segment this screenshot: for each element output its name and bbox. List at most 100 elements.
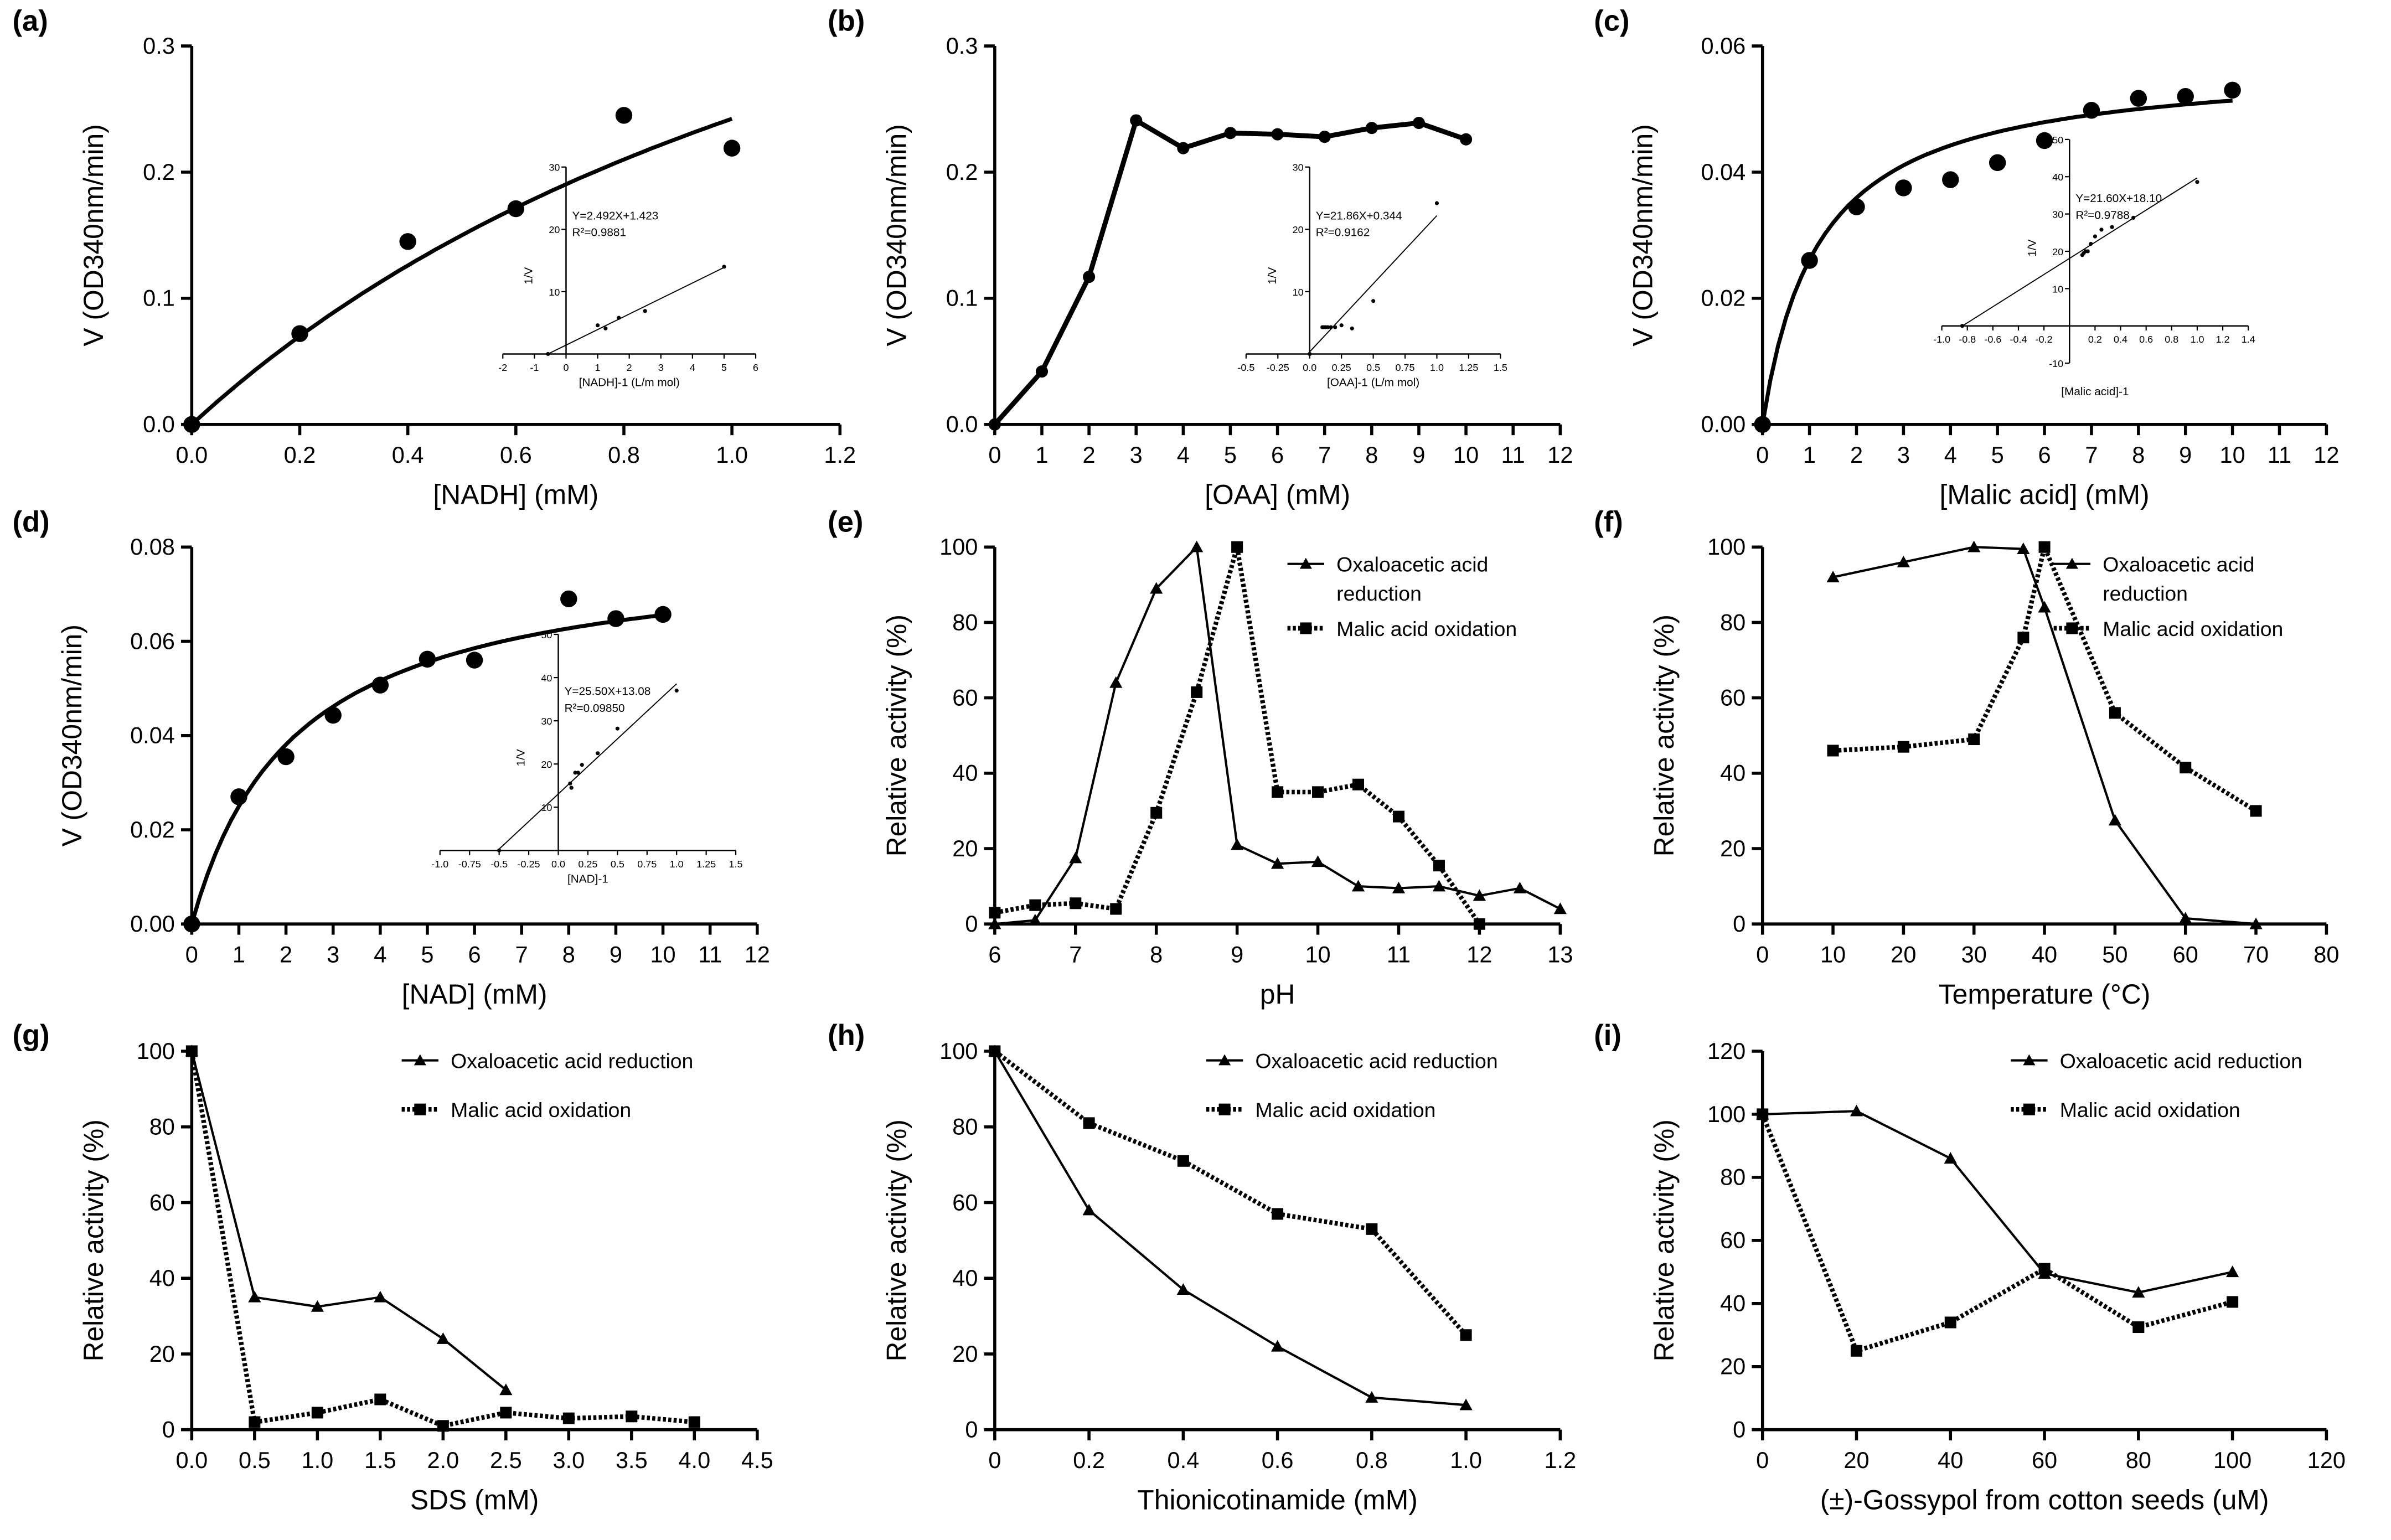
square-marker	[1029, 899, 1041, 911]
series-malic-acid-oxidation	[1827, 539, 2262, 817]
data-point	[2036, 132, 2053, 149]
y-tick-label: 0.04	[1701, 159, 1746, 185]
y-tick-label: 0	[162, 1417, 175, 1443]
triangle-marker	[1109, 676, 1123, 688]
fit-curve	[1760, 99, 2233, 425]
inset-x-tick-label: 1.4	[2242, 334, 2255, 345]
triangle-marker	[2023, 1054, 2036, 1066]
inset-y-label: 1/V	[515, 749, 528, 766]
y-tick-label: 0.3	[143, 33, 175, 59]
inset-x-tick-label: 1.2	[2216, 334, 2230, 345]
y-axis-label: Relative activity (%)	[1649, 1119, 1680, 1361]
triangle-marker	[1299, 557, 1312, 569]
square-marker	[1150, 807, 1163, 819]
inset-x-tick-label: 0.75	[1396, 362, 1415, 373]
y-axis-label: Relative activity (%)	[881, 614, 912, 856]
x-tick-label: 0.2	[284, 442, 316, 468]
inset-data-point	[576, 771, 580, 775]
data-point	[466, 652, 483, 669]
series-line	[994, 1050, 1466, 1407]
triangle-marker	[1850, 1104, 1863, 1117]
triangle-marker	[1311, 855, 1325, 867]
series-oxaloacetic-acid-reduction	[988, 540, 1567, 929]
y-tick-label: 40	[149, 1265, 175, 1291]
y-tick-label: 0	[1733, 911, 1746, 937]
inset-data-point	[1434, 201, 1439, 205]
square-marker	[1944, 1316, 1956, 1329]
x-tick-label: 60	[2173, 941, 2198, 967]
legend: Oxaloacetic acid reduction Malic acid oxid…	[1287, 553, 1517, 640]
inset-x-tick-label: -0.2	[2036, 334, 2053, 345]
inset-x-tick-label: -0.6	[1984, 334, 2001, 345]
triangle-marker	[1826, 571, 1840, 583]
square-marker	[1433, 860, 1445, 872]
legend-label: reduction	[1336, 582, 1422, 605]
inset-x-tick-label: 0.0	[551, 859, 565, 870]
data-point	[560, 590, 577, 608]
x-tick-label: 0.5	[239, 1447, 271, 1473]
fit-curve	[190, 117, 733, 426]
x-tick-label: 50	[2102, 941, 2127, 967]
panel-label: (d)	[12, 506, 49, 539]
triangle-marker	[1459, 1398, 1473, 1410]
inset-data-point	[497, 848, 502, 852]
inset-data-point	[2110, 225, 2114, 229]
inset-data-point	[573, 771, 577, 775]
x-axis-label: Temperature (°C)	[1939, 979, 2151, 1010]
x-tick-label: 0.4	[392, 442, 424, 468]
inset-data-point	[2085, 249, 2090, 254]
y-tick-label: 0.00	[1701, 411, 1746, 437]
inset-y-tick-label: 10	[549, 287, 560, 298]
inset-x-tick-label: -0.75	[458, 859, 481, 870]
inset-x-tick-label: 1.25	[696, 859, 716, 870]
legend-item: Oxaloacetic acid reduction	[1206, 1049, 1498, 1072]
data-point	[2224, 81, 2241, 99]
y-tick-label: 40	[952, 760, 978, 786]
x-tick-label: 0	[1756, 442, 1769, 468]
y-tick-label: 40	[1720, 760, 1746, 786]
data-point	[507, 200, 525, 218]
panel-label: (h)	[828, 1019, 865, 1052]
triangle-marker	[1432, 880, 1446, 892]
inset-x-tick-label: 1.5	[1494, 362, 1507, 373]
square-marker	[2017, 632, 2029, 644]
x-tick-label: 9	[1231, 941, 1243, 967]
x-tick-label: 10	[1453, 442, 1479, 468]
inset-y-tick-label: 30	[541, 716, 552, 727]
x-tick-label: 1.2	[1544, 1447, 1576, 1473]
x-tick-label: 11	[698, 941, 722, 967]
panel-a: (a) 0.0 0.2 0.4 0.6 0.8 1.0 1.2 0.0 0.1 0.2 0.3 [NAD…	[12, 4, 856, 510]
legend-item: Oxaloacetic acid reduction	[2053, 553, 2254, 605]
y-tick-label: 20	[952, 1341, 978, 1367]
panel-d: (d)0 1 2 3 4 5 6 7 8 9 10 11 120.000.020.040.060.08[…	[12, 506, 770, 1010]
triangle-marker	[1176, 1283, 1190, 1295]
inset-y-tick-label: 30	[2052, 209, 2063, 220]
inset-y-label: 1/V	[523, 267, 535, 285]
x-tick-label: 2	[1083, 442, 1096, 468]
inset-x-tick-label: 2	[627, 362, 632, 373]
inset-data-point	[617, 316, 621, 320]
data-point	[1848, 198, 1865, 215]
inset-data-point	[643, 309, 647, 313]
data-point	[1801, 252, 1818, 269]
square-marker	[1850, 1345, 1863, 1357]
triangle-marker	[1351, 880, 1365, 892]
inset-y-label: 1/V	[1266, 267, 1279, 285]
square-marker	[2023, 1103, 2035, 1115]
inset-data-point	[722, 265, 726, 269]
x-tick-label: 1.2	[824, 442, 856, 468]
panel-i: (i) 0 20 40 60 80 100 120 0 20 40 60 80 100 120 (±)-Gos…	[1594, 1019, 2346, 1516]
series-malic-acid-oxidation	[1757, 1108, 2239, 1357]
inset-data-point	[603, 326, 608, 330]
square-marker	[1218, 1103, 1231, 1115]
x-tick-label: 6	[988, 941, 1001, 967]
inset-y-tick-label: 40	[2052, 172, 2063, 183]
y-tick-label: 80	[149, 1114, 175, 1140]
data-point	[988, 418, 1001, 431]
triangle-marker	[311, 1300, 324, 1312]
legend-item: Oxaloacetic acid reduction	[1287, 553, 1488, 605]
inset-data-point	[546, 352, 550, 356]
square-marker	[2066, 622, 2078, 634]
x-tick-label: 1.0	[1450, 1447, 1482, 1473]
triangle-marker	[2179, 912, 2192, 924]
